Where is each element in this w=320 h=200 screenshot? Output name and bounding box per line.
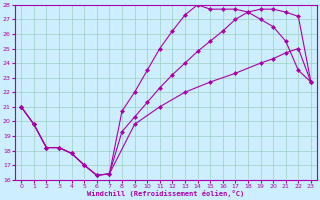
X-axis label: Windchill (Refroidissement éolien,°C): Windchill (Refroidissement éolien,°C) (87, 190, 245, 197)
